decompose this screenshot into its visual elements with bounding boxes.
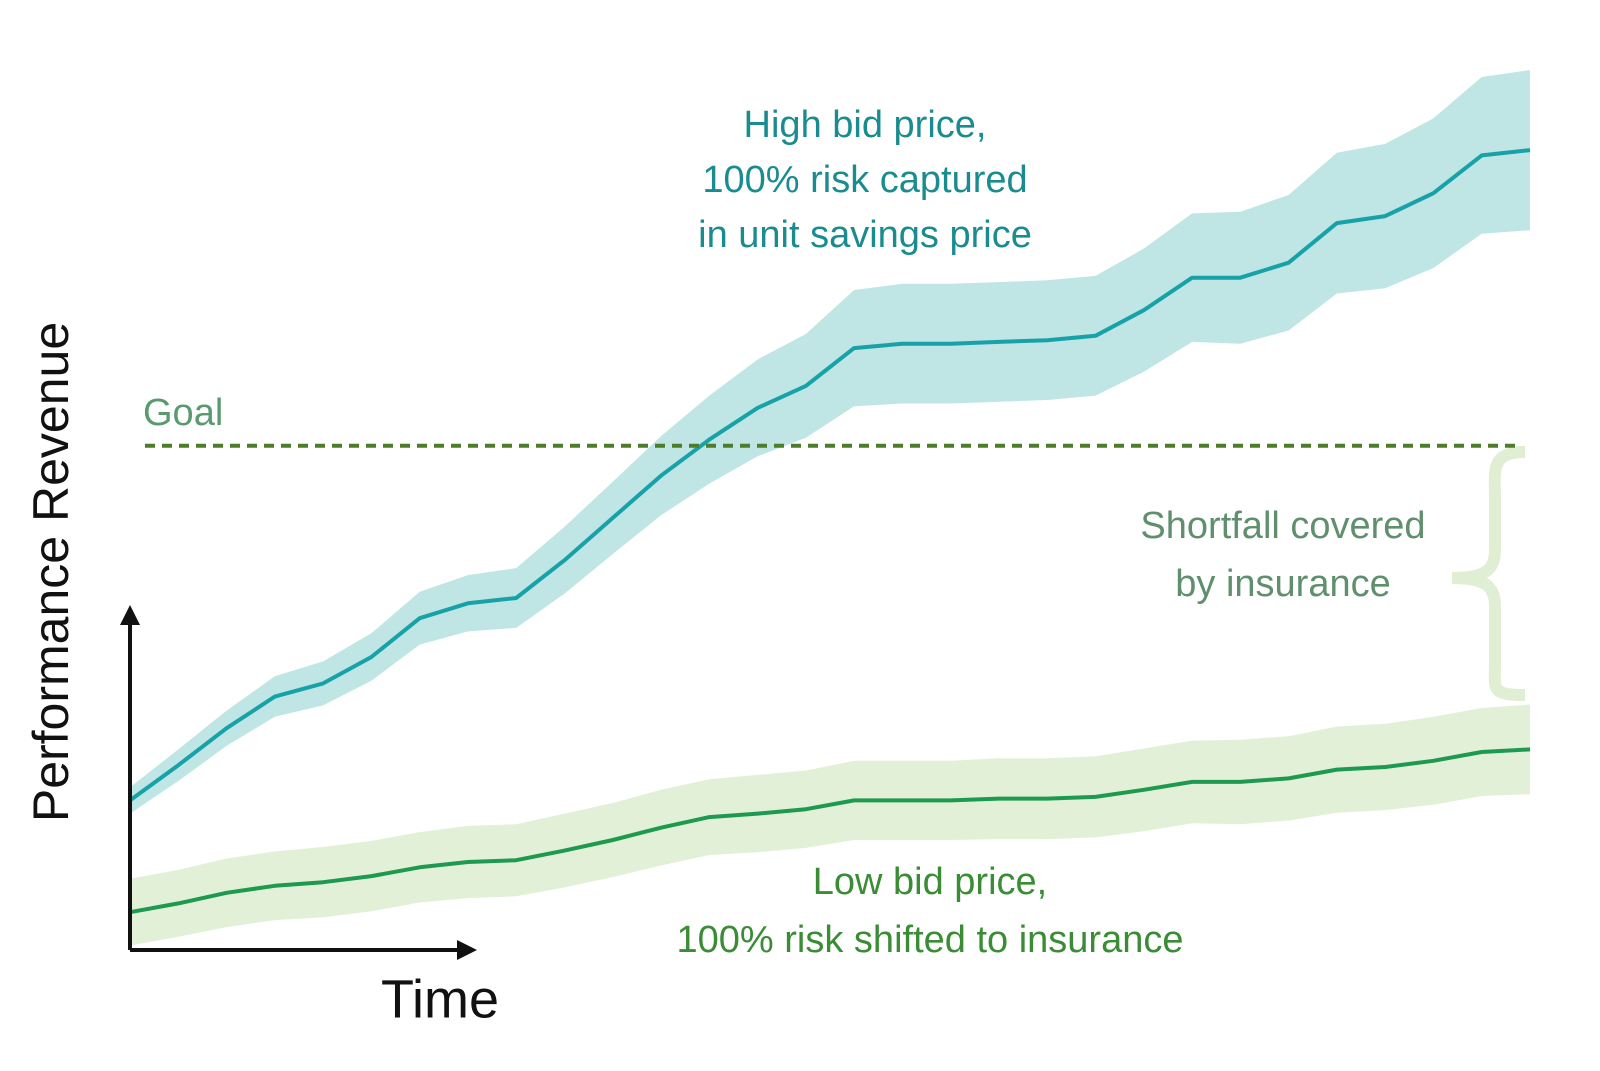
annotation-line: 100% risk shifted to insurance (677, 919, 1184, 961)
uncertainty-band (130, 704, 1530, 946)
annotation-line: High bid price, (744, 104, 987, 146)
series-line (128, 148, 1531, 803)
x-arrow-head (457, 940, 477, 960)
uncertainty-band (130, 70, 1530, 814)
y-axis-label: Performance Revenue (23, 322, 79, 822)
annotation-line: Shortfall covered (1140, 505, 1425, 547)
goal-label: Goal (143, 392, 223, 434)
annotation-line: by insurance (1175, 563, 1390, 605)
annotation-line: 100% risk captured (702, 159, 1027, 201)
annotation-line: in unit savings price (698, 214, 1032, 256)
series-line (129, 747, 1531, 915)
x-axis-label: Time (381, 969, 499, 1029)
lines (128, 148, 1531, 915)
brace (1451, 446, 1526, 701)
annotation-line: Low bid price, (813, 861, 1047, 903)
y-arrow-head (120, 605, 140, 625)
bands (130, 70, 1530, 946)
